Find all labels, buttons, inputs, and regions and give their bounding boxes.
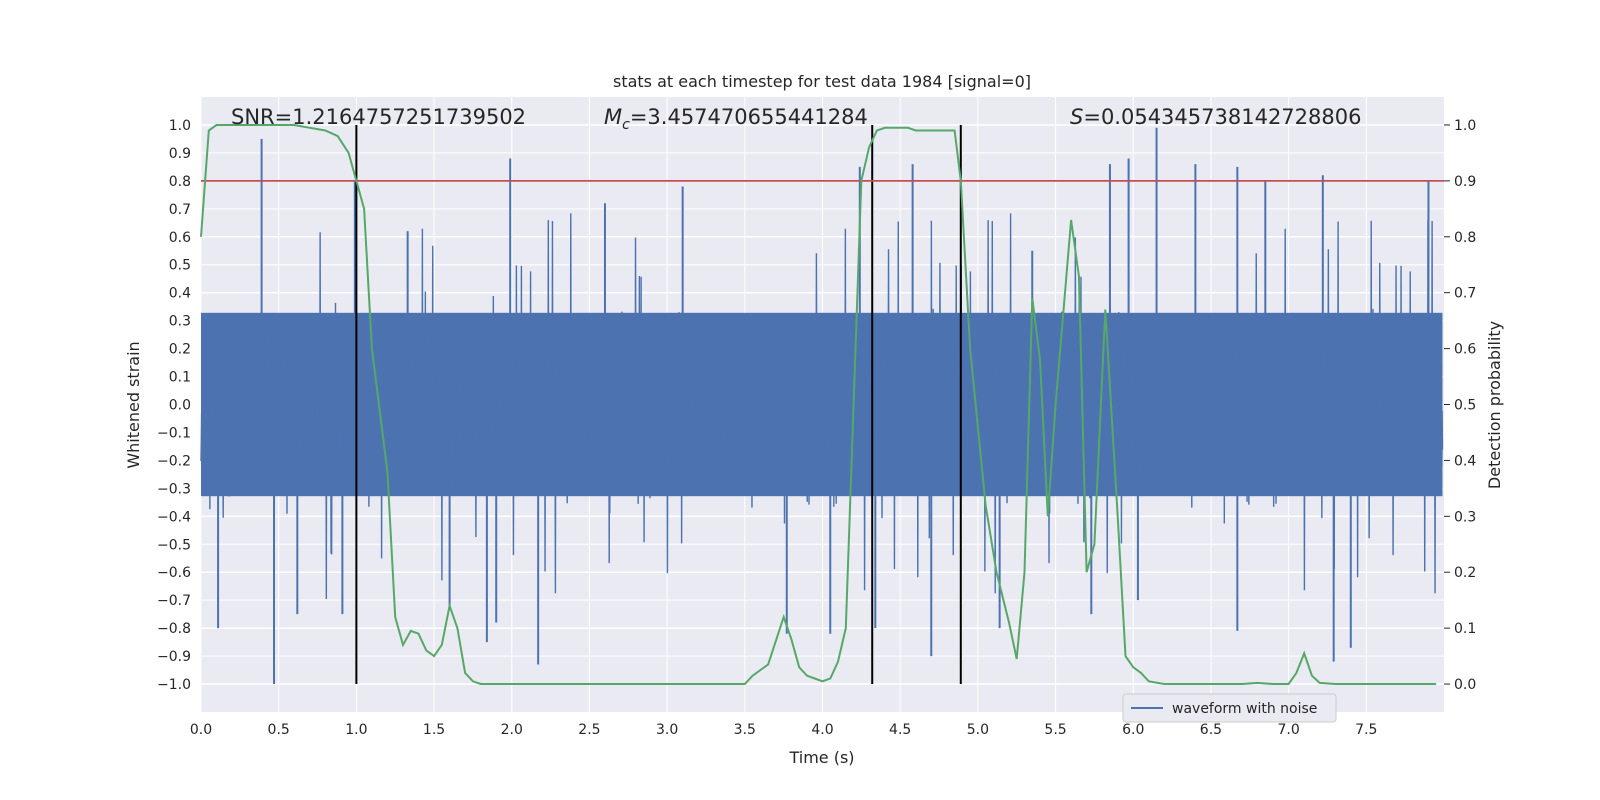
y-tick-label-left: −0.8: [157, 621, 191, 637]
snr-annotation: SNR=1.2164757251739502: [231, 105, 526, 129]
vertical-markers: [355, 124, 962, 685]
chirp-mass-value: =3.457470655441284: [630, 105, 868, 129]
y-tick-label-left: −0.6: [157, 565, 191, 581]
y-tick-label-left: −0.7: [157, 593, 191, 609]
x-ticks: 0.0 0.5 1.0 1.5 2.0 2.5 3.0 3.5 4.0 4.5 5.0 5.5 6.0 6…: [190, 722, 1378, 738]
y-tick-label-left: −0.9: [157, 649, 191, 665]
x-tick-label: 7.5: [1355, 722, 1377, 738]
x-tick-label: 0.5: [268, 722, 290, 738]
y-tick-label-left: 0.1: [169, 370, 191, 386]
y-tick-label-right: 0.4: [1454, 453, 1476, 469]
s-annotation: S=0.054345738142728806: [1070, 105, 1361, 129]
probability-line: [200, 124, 1437, 685]
x-tick-label: 7.0: [1277, 722, 1299, 738]
x-tick-label: 1.5: [423, 722, 445, 738]
legend-box: [1122, 693, 1337, 723]
x-tick-label: 2.5: [578, 722, 600, 738]
y-tick-label-right: 0.9: [1454, 174, 1476, 190]
y-tick-label-left: 0.8: [169, 174, 191, 190]
y-tick-label-right: 1.0: [1454, 118, 1476, 134]
x-tick-label: 1.0: [345, 722, 367, 738]
x-tick-label: 6.0: [1122, 722, 1144, 738]
x-tick-label: 4.0: [811, 722, 833, 738]
y-tick-label-left: 0.2: [169, 342, 191, 358]
y-tick-label-left: 0.0: [169, 398, 191, 414]
y-tick-label-left: −0.3: [157, 481, 191, 497]
x-tick-label: 5.0: [967, 722, 989, 738]
s-symbol: S: [1070, 105, 1083, 129]
probability-series: [200, 124, 1437, 685]
y-tick-label-left: 0.4: [169, 286, 191, 302]
y-axis-label-right: Detection probability: [1485, 321, 1504, 489]
x-tick-label: 3.5: [734, 722, 756, 738]
legend-label: waveform with noise: [1172, 701, 1317, 717]
y-tick-label-left: −1.0: [157, 677, 191, 693]
y-tick-label-right: 0.3: [1454, 509, 1476, 525]
x-tick-label: 4.5: [889, 722, 911, 738]
y-tick-label-left: −0.1: [157, 425, 191, 441]
chirp-mass-symbol: M: [604, 105, 622, 129]
y-tick-label-left: 0.6: [169, 230, 191, 246]
x-tick-label: 0.0: [190, 722, 212, 738]
y-ticks-right: 1.0 0.9 0.8 0.7 0.6 0.5 0.4 0.3 0.2 0.1 0.0: [1444, 118, 1476, 693]
y-tick-label-left: 0.9: [169, 146, 191, 162]
y-tick-label-left: 0.3: [169, 314, 191, 330]
chirp-mass-annotation: Mc=3.457470655441284: [604, 105, 868, 133]
y-tick-label-left: 0.7: [169, 202, 191, 218]
y-tick-label-left: −0.4: [157, 509, 191, 525]
y-tick-label-right: 0.7: [1454, 286, 1476, 302]
y-tick-label-right: 0.0: [1454, 677, 1476, 693]
y-ticks-left: 1.0 0.9 0.8 0.7 0.6 0.5 0.4 0.3 0.2 0.1 0.0 −0.1 −0.…: [157, 118, 191, 693]
x-tick-label: 5.5: [1044, 722, 1066, 738]
y-tick-label-left: −0.5: [157, 537, 191, 553]
x-tick-label: 3.0: [656, 722, 678, 738]
x-tick-label: 2.0: [501, 722, 523, 738]
x-tick-label: 6.5: [1200, 722, 1222, 738]
y-tick-label-left: −0.2: [157, 453, 191, 469]
y-tick-label-left: 0.5: [169, 258, 191, 274]
chirp-mass-subscript: c: [622, 117, 630, 133]
y-tick-label-right: 0.2: [1454, 565, 1476, 581]
legend: waveform with noise: [1122, 693, 1337, 723]
s-value: =0.054345738142728806: [1083, 105, 1361, 129]
waveform-series: [200, 127, 1444, 685]
chart-title: stats at each timestep for test data 198…: [613, 72, 1031, 91]
y-tick-label-right: 0.8: [1454, 230, 1476, 246]
x-axis-label: Time (s): [788, 748, 854, 767]
y-tick-label-left: 1.0: [169, 118, 191, 134]
y-tick-label-right: 0.1: [1454, 621, 1476, 637]
y-axis-label-left: Whitened strain: [124, 341, 143, 468]
y-tick-label-right: 0.6: [1454, 342, 1476, 358]
y-tick-label-right: 0.5: [1454, 398, 1476, 414]
